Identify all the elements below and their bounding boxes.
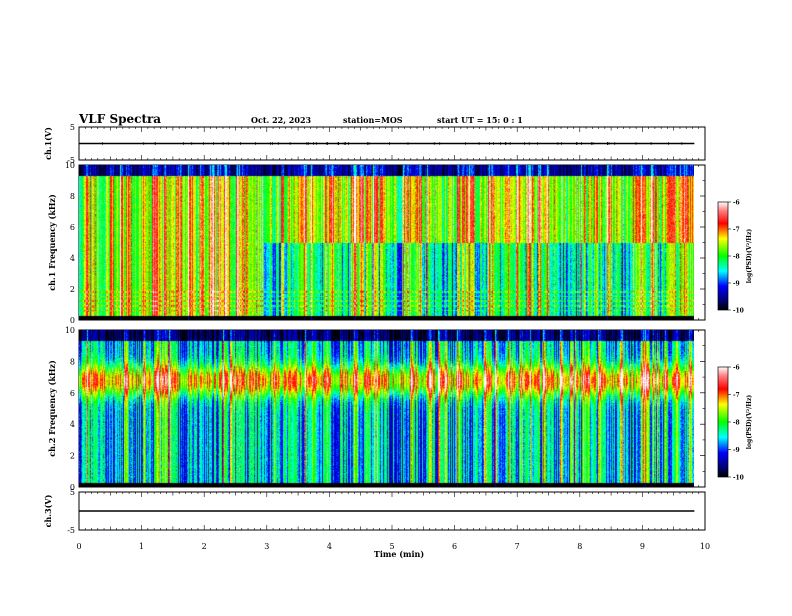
panel-ch1-voltage: 5 -5 ch.1(V) xyxy=(43,123,706,165)
x-tick-label: 2 xyxy=(202,542,207,551)
spectrogram-image-ch2 xyxy=(79,330,694,487)
x-tick-label: 4 xyxy=(327,542,332,551)
colorbar-tick-label: -10 xyxy=(733,475,744,482)
x-tick-label: 9 xyxy=(640,542,645,551)
colorbar-tick-label: -6 xyxy=(733,365,740,372)
ch1-voltage-noise xyxy=(102,142,683,145)
y-tick-label: 8 xyxy=(70,357,75,366)
x-tick-label: 0 xyxy=(76,542,81,551)
y-tick-label: -5 xyxy=(67,156,75,165)
y-tick-label: 10 xyxy=(65,161,75,170)
x-tick-label: 1 xyxy=(139,542,144,551)
y-tick-label: 6 xyxy=(70,223,75,232)
colorbar-tick-label: -9 xyxy=(733,281,740,288)
y-tick-label: 4 xyxy=(70,254,75,263)
y-axis-label: ch.1 Frequency (kHz) xyxy=(47,194,57,291)
y-tick-label: -5 xyxy=(67,526,75,535)
y-axis-label: ch.3(V) xyxy=(43,494,53,527)
y-tick-label: 8 xyxy=(70,192,75,201)
colorbar-label: log(PSD)(V²/Hz) xyxy=(746,395,753,450)
x-axis-label: Time (min) xyxy=(374,549,424,559)
y-axis-label: ch.1(V) xyxy=(43,127,53,160)
colorbar-tick-label: -9 xyxy=(733,447,740,454)
x-tick-label: 5 xyxy=(389,542,394,551)
colorbar-label: log(PSD)(V²/Hz) xyxy=(746,229,753,284)
x-tick-label: 10 xyxy=(700,542,710,551)
y-tick-label: 6 xyxy=(70,389,75,398)
ch1-spectrogram-colorbar: -6 -7 -8 -9 -10 log(PSD)(V²/Hz) xyxy=(717,200,753,315)
colorbar-tick-label: -7 xyxy=(733,392,740,399)
x-tick-label: 8 xyxy=(577,542,582,551)
y-axis-label: ch.2 Frequency (kHz) xyxy=(47,360,57,457)
colorbar-tick-label: -6 xyxy=(733,200,740,207)
station-label: station=MOS xyxy=(343,115,403,125)
colorbar-tick-label: -8 xyxy=(733,420,740,427)
date-label: Oct. 22, 2023 xyxy=(251,115,312,125)
colorbar-gradient xyxy=(717,366,729,478)
y-tick-label: 0 xyxy=(70,483,75,492)
y-tick-label: 2 xyxy=(70,452,75,461)
spectrogram-image-ch1 xyxy=(79,165,694,320)
colorbar-gradient xyxy=(717,201,729,311)
y-tick-label: 5 xyxy=(70,488,75,497)
colorbar-tick-label: -7 xyxy=(733,227,740,234)
colorbar-tick-label: -8 xyxy=(733,254,740,261)
y-tick-label: 5 xyxy=(70,123,75,132)
panel-ch3-voltage: 5 -5 ch.3(V) xyxy=(43,488,706,535)
y-tick-label: 10 xyxy=(65,326,75,335)
x-tick-label: 7 xyxy=(515,542,520,551)
figure-title: VLF Spectra xyxy=(78,112,161,126)
y-tick-label: 0 xyxy=(70,316,75,325)
y-tick-label: 2 xyxy=(70,285,75,294)
start-time-label: start UT = 15: 0 : 1 xyxy=(437,115,523,125)
x-tick-label: 6 xyxy=(452,542,457,551)
x-tick-label: 3 xyxy=(264,542,269,551)
y-tick-label: 4 xyxy=(70,420,75,429)
colorbar-tick-label: -10 xyxy=(733,308,744,315)
ch2-spectrogram-colorbar: -6 -7 -8 -9 -10 log(PSD)(V²/Hz) xyxy=(717,365,753,482)
